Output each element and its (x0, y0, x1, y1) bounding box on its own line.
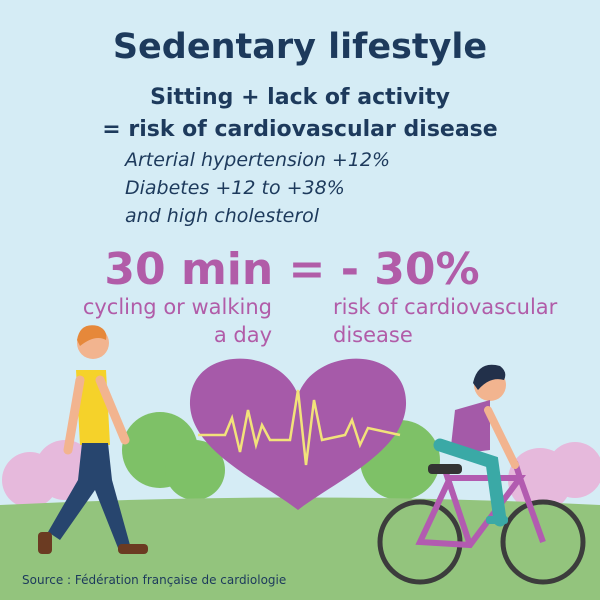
bush (547, 442, 600, 498)
walking-man (38, 325, 148, 554)
shoe (118, 544, 148, 554)
subtitle-line: = risk of cardiovascular disease (102, 117, 497, 142)
risk-line: Arterial hypertension +12% (123, 149, 390, 171)
heart (189, 358, 407, 510)
left-caption: cycling or walking (83, 295, 272, 319)
bush (165, 440, 225, 500)
arm (63, 375, 85, 455)
shoe (38, 532, 52, 554)
hair (473, 364, 506, 390)
hair (77, 325, 107, 346)
risk-line: and high cholesterol (125, 205, 320, 227)
ground (0, 497, 600, 600)
risk-line: Diabetes +12 to +38% (125, 177, 345, 199)
right-caption: risk of cardiovascular (333, 295, 558, 319)
trousers (48, 443, 130, 548)
arm (484, 406, 519, 469)
shorts (433, 438, 507, 527)
saddle (428, 464, 462, 474)
pulse-line (198, 389, 401, 466)
cyclist (377, 364, 586, 585)
bike-frame (415, 461, 546, 549)
left-caption: a day (214, 323, 272, 347)
shirt (450, 400, 490, 455)
wheel (500, 499, 586, 585)
source: Source : Fédération française de cardiol… (22, 573, 286, 587)
shoe (486, 516, 508, 524)
right-caption: disease (333, 323, 413, 347)
headline: 30 min = - 30% (104, 244, 479, 295)
arm (95, 375, 130, 445)
subtitle-line: Sitting + lack of activity (150, 85, 450, 110)
title: Sedentary lifestyle (113, 27, 487, 67)
